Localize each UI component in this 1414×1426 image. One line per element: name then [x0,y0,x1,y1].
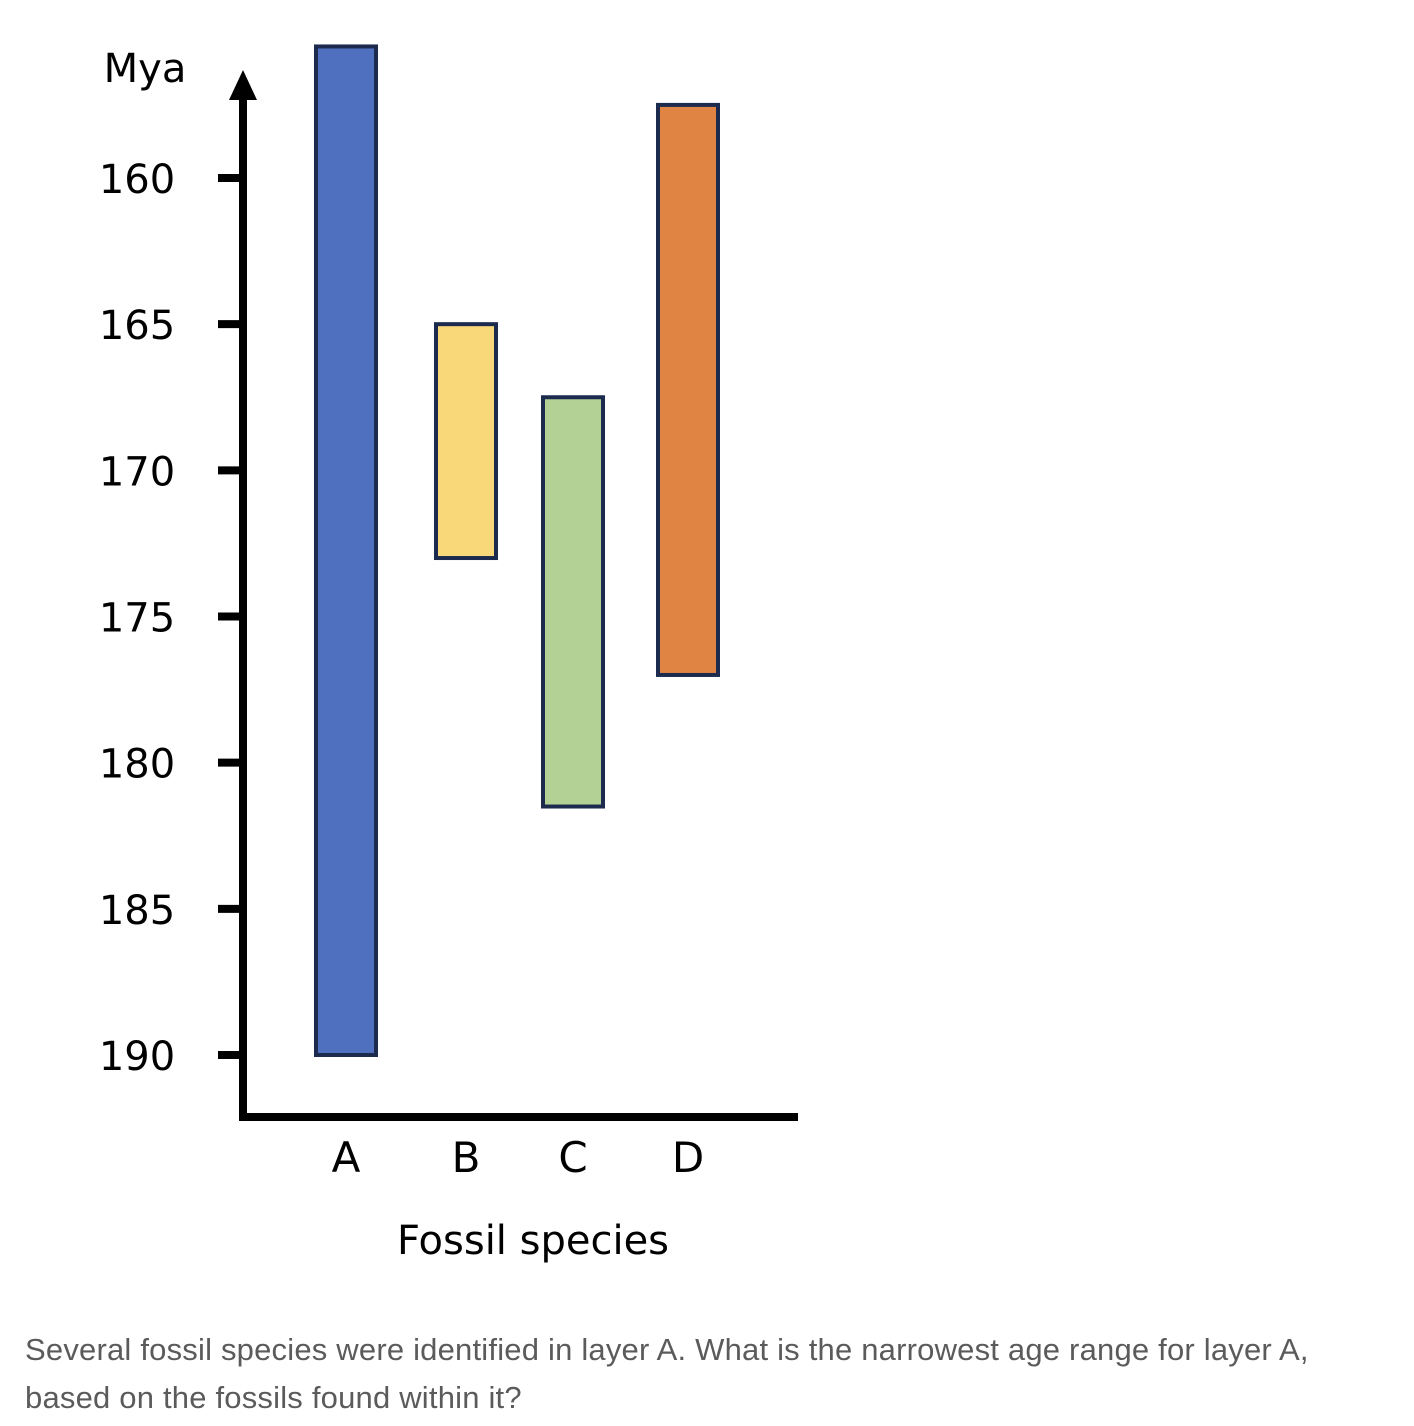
question-text: Several fossil species were identified i… [25,1332,1309,1415]
y-tick-label-175: 175 [99,596,175,642]
x-axis-label: Fossil species [397,1218,669,1264]
y-tick-label-190: 190 [99,1034,175,1080]
x-tick-label-b: B [452,1133,481,1182]
y-ticks [218,174,243,1059]
y-axis-arrowhead [229,70,257,100]
axes [229,70,798,1121]
range-bar-b [434,322,498,561]
x-tick-label-d: D [672,1133,704,1182]
y-axis-label: Mya [104,46,187,92]
fossil-range-chart: 160 165 170 175 180 185 190 A B C D Mya Fossil sp… [99,44,798,1264]
y-tick-label-165: 165 [99,303,175,349]
range-bar-a [314,44,378,1057]
x-tick-label-c: C [558,1133,587,1182]
y-tick-label-170: 170 [99,449,175,495]
range-bars [314,44,720,1057]
x-tick-label-a: A [332,1133,361,1182]
x-tick-labels: A B C D [332,1133,705,1182]
y-tick-label-185: 185 [99,888,175,934]
range-bar-d [656,102,720,677]
range-bar-c [541,395,605,809]
y-tick-labels: 160 165 170 175 180 185 190 [99,157,175,1080]
y-tick-label-160: 160 [99,157,175,203]
y-tick-label-180: 180 [99,742,175,788]
